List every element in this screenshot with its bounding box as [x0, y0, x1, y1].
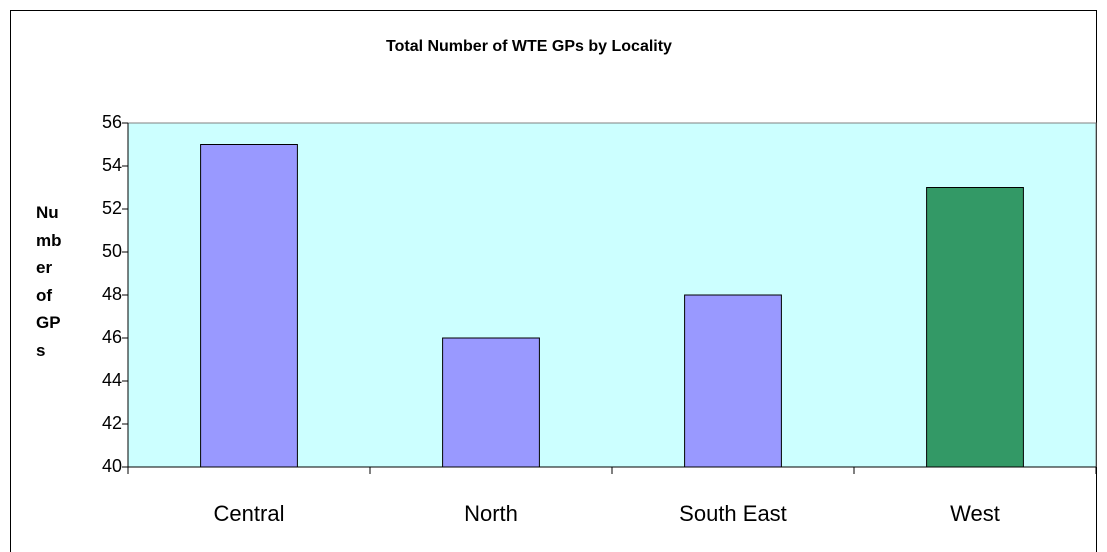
bar: [684, 294, 782, 468]
y-tick-label: 48: [102, 284, 122, 304]
bar: [926, 187, 1024, 468]
y-tick-label: 50: [102, 241, 122, 261]
y-tick-label: 40: [102, 456, 122, 476]
y-tick-label: 56: [102, 112, 122, 132]
y-tick-label: 46: [102, 327, 122, 347]
bar: [200, 144, 298, 468]
y-tick-label: 44: [102, 370, 122, 390]
x-tick-label: South East: [679, 501, 787, 526]
y-tick-label: 52: [102, 198, 122, 218]
chart-title: Total Number of WTE GPs by Locality: [386, 38, 672, 55]
y-tick-label: 54: [102, 155, 122, 175]
y-tick-label: 42: [102, 413, 122, 433]
x-tick-label: West: [950, 501, 1000, 526]
x-tick-label: Central: [214, 501, 285, 526]
y-axis-label: Number of GPs: [36, 203, 62, 360]
x-tick-label: North: [464, 501, 518, 526]
bar: [442, 337, 540, 468]
